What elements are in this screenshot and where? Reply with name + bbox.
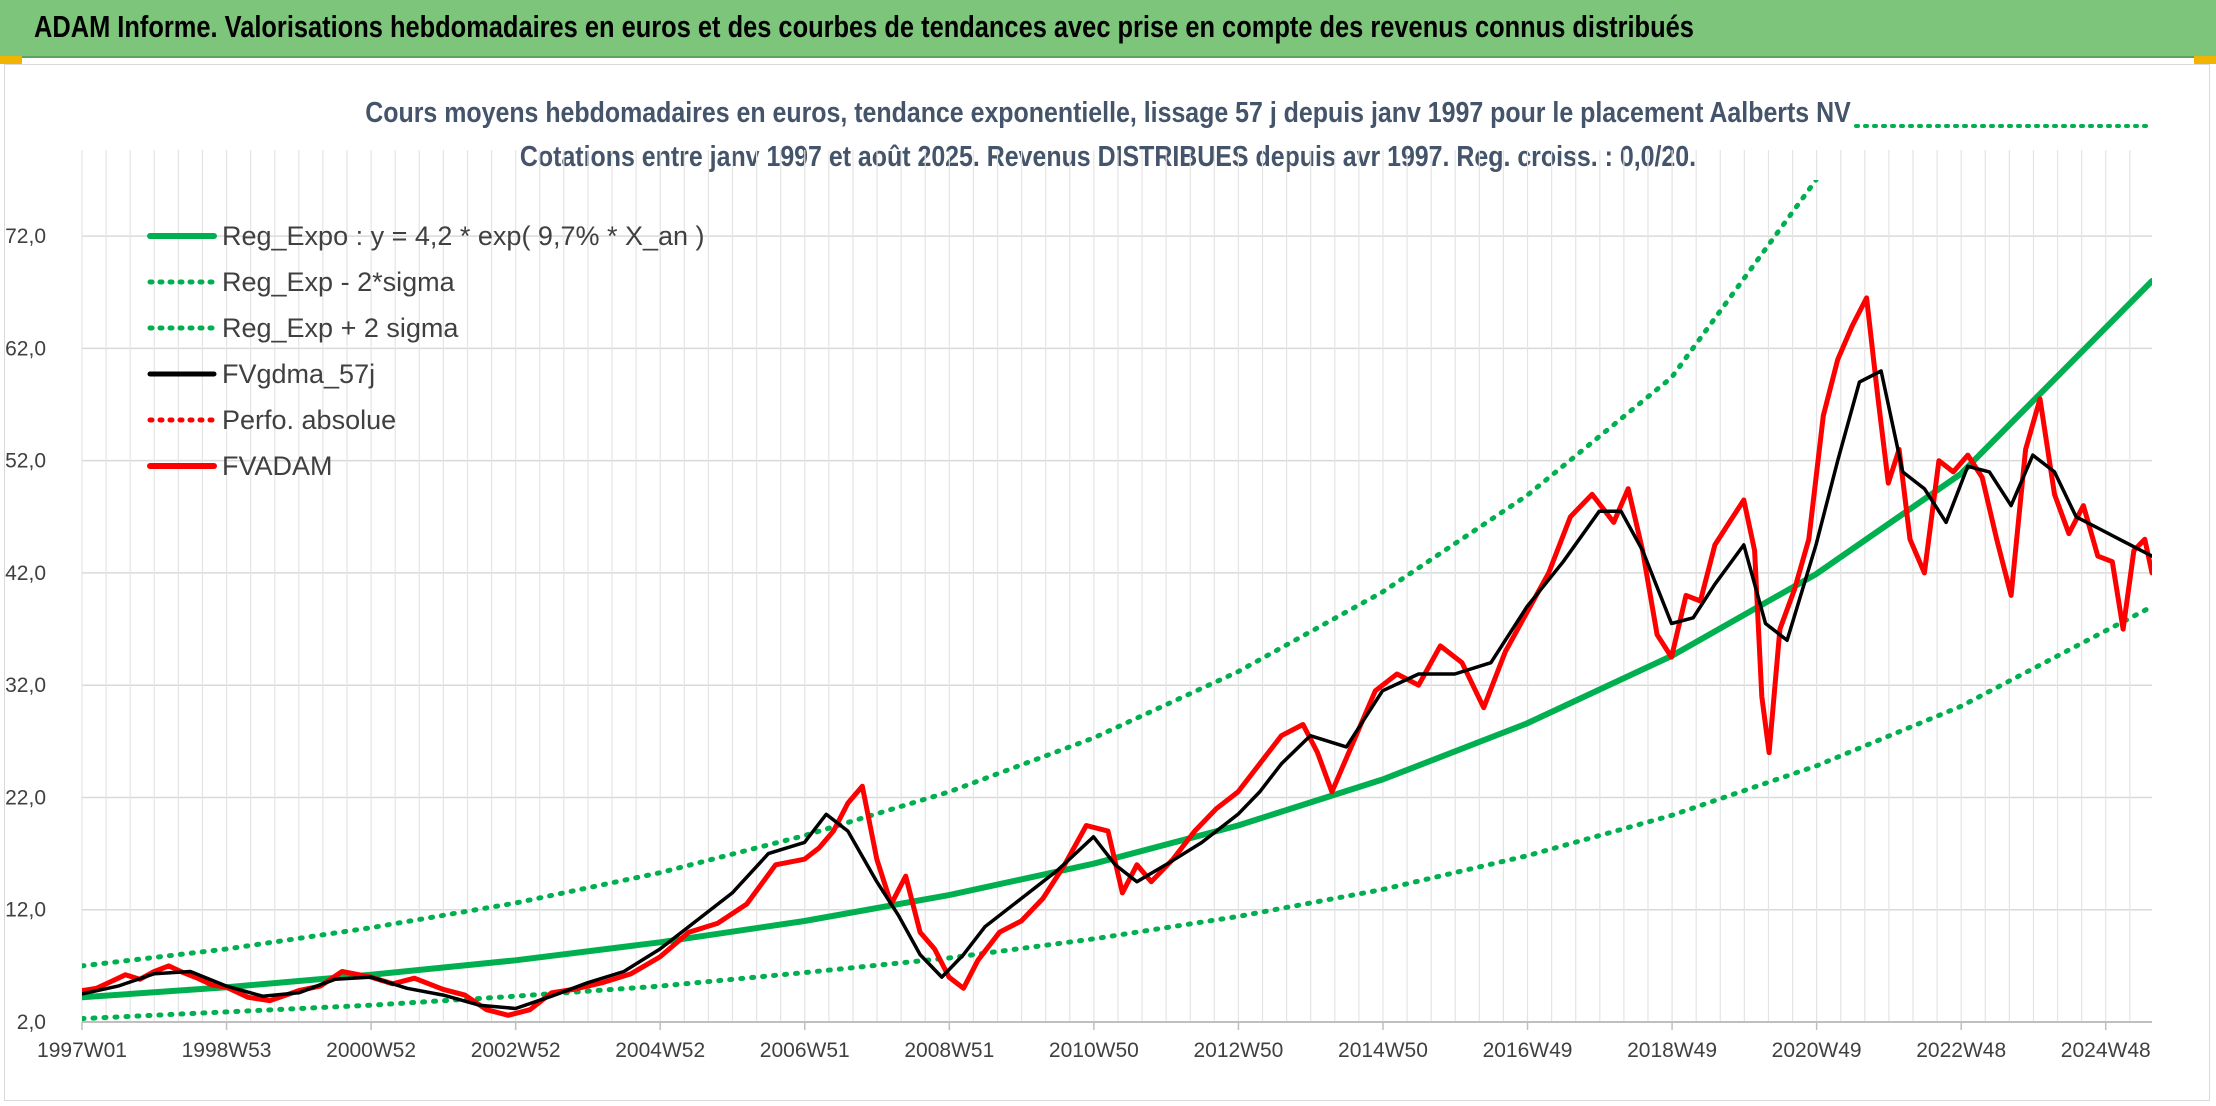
x-tick-label: 2014W50: [1338, 1039, 1428, 1062]
y-tick-label: 12,0: [5, 899, 46, 922]
x-tick-label: 2024W48: [2061, 1039, 2151, 1062]
y-tick-label: 32,0: [5, 674, 46, 697]
x-tick-label: 2018W49: [1627, 1039, 1717, 1062]
x-tick-label: 1997W01: [37, 1039, 127, 1062]
series-fvgdma-57j: [82, 369, 2152, 1011]
header-banner: ADAM Informe. Valorisations hebdomadaire…: [0, 0, 2216, 58]
series-reg-minus-2sigma: [82, 604, 2152, 1022]
x-tick-label: 2016W49: [1483, 1039, 1573, 1062]
y-tick-label: 72,0: [5, 225, 46, 248]
x-tick-label: 2004W52: [615, 1039, 705, 1062]
page-title: ADAM Informe. Valorisations hebdomadaire…: [34, 9, 1694, 44]
left-corner-accent: [0, 56, 22, 64]
axes: 2,0 12,0 22,0 32,0 42,0 52,0 62,0 72,0 1997W01 19…: [5, 225, 2152, 1062]
y-tick-label: 62,0: [5, 337, 46, 360]
chart-title-line1: Cours moyens hebdomadaires en euros, ten…: [365, 96, 1850, 128]
x-tick-label: 2010W50: [1049, 1039, 1139, 1062]
x-tick-label: 2006W51: [760, 1039, 850, 1062]
legend-label: Reg_Exp + 2 sigma: [222, 313, 459, 343]
chart-frame: [4, 64, 2210, 1101]
x-tick-label: 2002W52: [471, 1039, 561, 1062]
chart-title-line2: Cotations entre janv 1997 et août 2025. …: [520, 140, 1696, 172]
y-tick-label: 52,0: [5, 450, 46, 473]
legend-label: FVADAM: [222, 451, 333, 481]
plot-area: [82, 124, 2152, 1022]
x-tick-label: 2008W51: [904, 1039, 994, 1062]
series-fvadam: [82, 295, 2152, 1018]
x-tick-label: 2022W48: [1916, 1039, 2006, 1062]
legend-label: FVgdma_57j: [222, 359, 375, 389]
x-tick-label: 2020W49: [1772, 1039, 1862, 1062]
x-tick-label: 2012W50: [1193, 1039, 1283, 1062]
y-tick-label: 22,0: [5, 786, 46, 809]
y-tick-label: 42,0: [5, 562, 46, 585]
legend-label: Reg_Expo : y = 4,2 * exp( 9,7% * X_an ): [222, 221, 705, 251]
x-tick-label: 2000W52: [326, 1039, 416, 1062]
series-reg-expo: [82, 278, 2152, 1001]
legend: Reg_Expo : y = 4,2 * exp( 9,7% * X_an ) R…: [147, 221, 705, 481]
legend-label: Reg_Exp - 2*sigma: [222, 267, 456, 297]
y-tick-label: 2,0: [17, 1011, 46, 1034]
series-reg-plus-2sigma: [82, 180, 1819, 969]
legend-label: Perfo. absolue: [222, 405, 396, 435]
right-corner-accent: [2194, 56, 2216, 64]
x-tick-label: 1998W53: [182, 1039, 272, 1062]
